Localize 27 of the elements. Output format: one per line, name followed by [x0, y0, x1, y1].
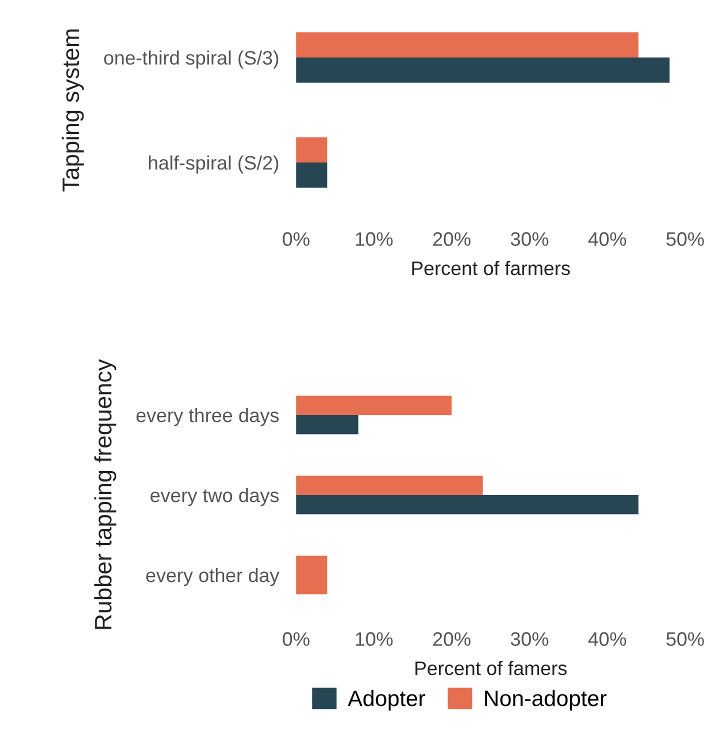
x-tick-label: 40%: [588, 232, 626, 246]
legend-label: Non-adopter: [485, 690, 606, 711]
bar: [296, 137, 328, 162]
y-tick-label: one-third spiral (S/3): [104, 50, 278, 69]
legend-label: Adopter: [348, 690, 426, 711]
x-tick-label: 30%: [510, 232, 548, 246]
y-tick-label: half-spiral (S/2): [148, 155, 278, 174]
x-tick-label: 50%: [666, 632, 704, 646]
y-tick-label: every three days: [136, 408, 279, 426]
y-tick-label: every two days: [150, 488, 279, 506]
x-tick-label: 30%: [510, 632, 548, 646]
x-axis-title: Percent of famers: [415, 660, 567, 676]
bar: [296, 32, 638, 58]
x-tick-label: 0%: [282, 632, 310, 646]
bar: [296, 58, 670, 83]
y-axis-title: Rubber tapping frequency: [94, 359, 116, 629]
x-tick-label: 10%: [356, 232, 393, 246]
x-tick-label: 50%: [666, 232, 704, 246]
x-tick-label: 40%: [588, 632, 626, 646]
y-axis-title: Tapping system: [62, 30, 84, 192]
x-tick-label: 20%: [433, 632, 470, 646]
x-axis-title: Percent of farmers: [412, 260, 570, 276]
y-tick-label: every other day: [146, 568, 280, 586]
x-tick-label: 10%: [356, 632, 393, 646]
x-tick-label: 20%: [433, 232, 470, 246]
x-tick-label: 0%: [282, 232, 310, 246]
bar: [296, 162, 328, 188]
